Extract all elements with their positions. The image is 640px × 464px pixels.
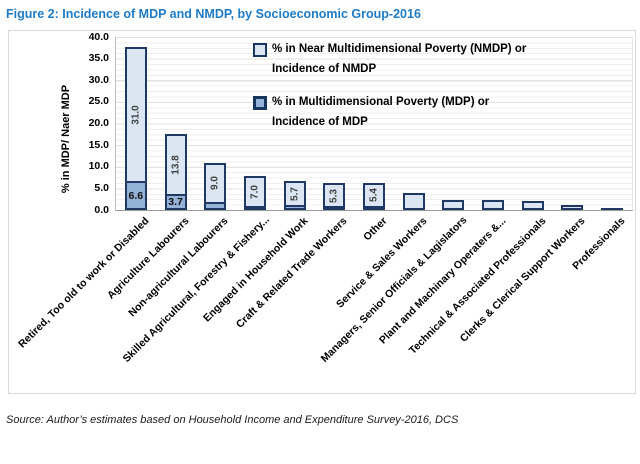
legend-item-nmdp: % in Near Multidimensional Poverty (NMDP… — [253, 39, 526, 79]
y-tick-label: 15.0 — [88, 138, 109, 151]
x-category-label: Plant and Machinary Operaters &... — [377, 215, 509, 347]
bar-segment-nmdp — [482, 199, 505, 210]
bar-value-label: 6.6 — [128, 189, 144, 202]
bar-segment-nmdp: 13.8 — [164, 134, 187, 194]
bar-segment-mdp — [283, 205, 306, 210]
bar-value-label: 7.0 — [249, 184, 261, 199]
stacked-bar: 13.8 3.7 — [164, 134, 187, 210]
stacked-bar: 5.3 — [323, 183, 346, 210]
bar-value-label: 5.4 — [368, 188, 380, 203]
x-category-label: Non-agricultural Labourers — [126, 215, 231, 320]
y-tick-label: 5.0 — [94, 181, 109, 194]
y-tick-label: 0.0 — [94, 203, 109, 216]
bar-segment-nmdp: 5.7 — [283, 180, 306, 206]
bar-segment-nmdp — [601, 208, 624, 210]
x-category-label: Technical & Associated Professionals — [406, 215, 549, 357]
bar-segment-mdp: 6.6 — [124, 181, 147, 210]
stacked-bar: 5.4 — [362, 182, 385, 210]
nmdp-swatch-icon — [253, 43, 267, 57]
stacked-bar — [601, 208, 624, 210]
x-category-label: Managers, Senior Officials & Lagislators — [318, 214, 470, 365]
stacked-bar — [442, 200, 465, 210]
stacked-bar — [561, 204, 584, 210]
bar-value-label: 31.0 — [130, 105, 142, 126]
x-category-label: Professionals — [570, 215, 628, 273]
bar-value-label: 5.7 — [289, 186, 301, 201]
stacked-bar: 7.0 — [243, 175, 266, 210]
bar-slot: 5.7 — [275, 37, 315, 210]
x-category-label: Clerks & Clerical Support Workers — [458, 215, 588, 345]
bar-slot — [513, 37, 553, 210]
x-category-label: Engaged in Household Work — [200, 215, 311, 325]
bar-slot: 5.3 — [314, 37, 354, 210]
x-category-label: Skilled Agricultural, Forestry & Fishery… — [120, 213, 272, 365]
legend-item-mdp: % in Multidimensional Poverty (MDP) or I… — [253, 92, 526, 132]
plot-area: 31.0 6.6 13.8 3.7 9.0 7.0 5.7 5.3 5.4 — [115, 37, 633, 211]
y-tick-label: 25.0 — [88, 95, 109, 108]
bar-segment-nmdp — [521, 200, 544, 210]
bar-slot: 9.0 — [195, 37, 235, 210]
bar-value-label: 3.7 — [168, 196, 183, 208]
bar-segment-nmdp — [442, 200, 465, 210]
chart-area: % in MDP/ Naer MDP 40.0 35.0 30.0 25.0 20.0 1… — [8, 30, 636, 394]
bar-segment-mdp — [204, 201, 227, 210]
bar-segment-mdp: 3.7 — [164, 194, 187, 210]
stacked-bar: 9.0 — [204, 162, 227, 210]
bar-segment-nmdp: 5.4 — [362, 182, 385, 206]
bar-value-label: 13.8 — [170, 155, 182, 175]
y-tick-label: 35.0 — [88, 52, 109, 65]
bar-segment-nmdp — [402, 192, 425, 210]
bar-segment-nmdp — [561, 204, 584, 210]
y-tick-label: 30.0 — [88, 73, 109, 86]
legend-nmdp-line2: Incidence of NMDP — [272, 63, 377, 75]
y-tick-label: 20.0 — [88, 117, 109, 129]
bar-segment-nmdp: 7.0 — [243, 175, 266, 206]
x-category-label: Other — [361, 215, 390, 244]
mdp-swatch-icon — [253, 96, 267, 110]
bar-value-label: 9.0 — [209, 176, 221, 191]
bar-slot — [434, 37, 474, 210]
bar-slot — [553, 37, 593, 210]
figure-title: Figure 2: Incidence of MDP and NMDP, by … — [6, 7, 421, 21]
bar-slot: 13.8 3.7 — [156, 37, 196, 210]
stacked-bar — [402, 192, 425, 210]
x-category-label: Retired, Too old to work or Disabled — [15, 215, 152, 351]
stacked-bar — [521, 200, 544, 210]
chart-legend: % in Near Multidimensional Poverty (NMDP… — [253, 39, 526, 145]
bar-slot — [592, 37, 632, 210]
x-category-label: Craft & Related Trade Workers — [234, 215, 350, 331]
bar-segment-mdp — [323, 206, 346, 210]
bar-slot — [394, 37, 434, 210]
y-tick-label: 40.0 — [88, 30, 109, 43]
legend-nmdp-line1: % in Near Multidimensional Poverty (NMDP… — [272, 43, 527, 55]
y-tick-label: 10.0 — [88, 160, 109, 173]
bar-segment-mdp — [243, 206, 266, 210]
bar-segment-nmdp: 31.0 — [124, 47, 147, 182]
stacked-bar: 5.7 — [283, 180, 306, 210]
source-note: Source: Author’s estimates based on Hous… — [6, 414, 459, 426]
stacked-bar — [482, 199, 505, 210]
stacked-bar: 31.0 6.6 — [124, 47, 147, 210]
bar-slot: 5.4 — [354, 37, 394, 210]
bar-value-label: 5.3 — [328, 188, 340, 203]
x-category-label: Agriculture Labourers — [104, 215, 192, 302]
x-category-label: Service & Sales Workers — [333, 215, 430, 311]
bar-slot: 31.0 6.6 — [116, 37, 156, 210]
legend-mdp-line2: Incidence of MDP — [272, 116, 368, 128]
bar-slot — [473, 37, 513, 210]
bar-segment-mdp — [362, 206, 385, 210]
bar-slot: 7.0 — [235, 37, 275, 210]
bar-segment-nmdp: 9.0 — [204, 162, 227, 202]
bar-segment-nmdp: 5.3 — [323, 183, 346, 206]
legend-mdp-line1: % in Multidimensional Poverty (MDP) or — [272, 96, 490, 108]
